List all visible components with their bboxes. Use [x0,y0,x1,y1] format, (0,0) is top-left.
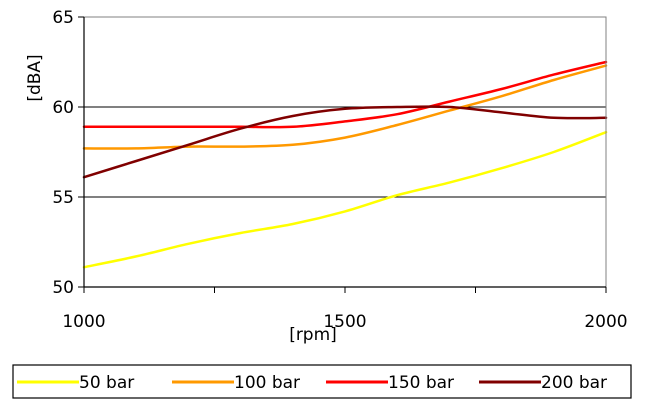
y-tick-labels: 50 55 60 65 [52,8,74,298]
legend: 50 bar 100 bar 150 bar 200 bar [12,364,632,399]
gridlines [84,106,606,198]
series-lines [82,60,608,269]
x-tick-label-1500: 1500 [323,312,366,332]
series-line-50-bar [82,130,608,269]
series-line-150-bar [82,60,608,129]
y-axis-title: [dBA] [25,54,45,101]
axes [78,16,607,293]
y-tick-label-55: 55 [52,188,74,208]
y-tick-label-60: 60 [52,98,74,118]
y-tick-label-50: 50 [52,278,74,298]
legend-label-150-bar: 150 bar [388,373,454,393]
x-axis-title: [rpm] [289,325,337,345]
x-tick-labels: 1000 1500 2000 [62,312,627,332]
series-line-100-bar [82,64,608,150]
legend-label-200-bar: 200 bar [541,373,607,393]
x-tick-label-2000: 2000 [584,312,627,332]
y-tick-label-65: 65 [52,8,74,28]
x-tick-label-1000: 1000 [62,312,105,332]
legend-label-50-bar: 50 bar [79,373,134,393]
legend-label-100-bar: 100 bar [234,373,300,393]
series-line-200-bar [82,105,608,179]
